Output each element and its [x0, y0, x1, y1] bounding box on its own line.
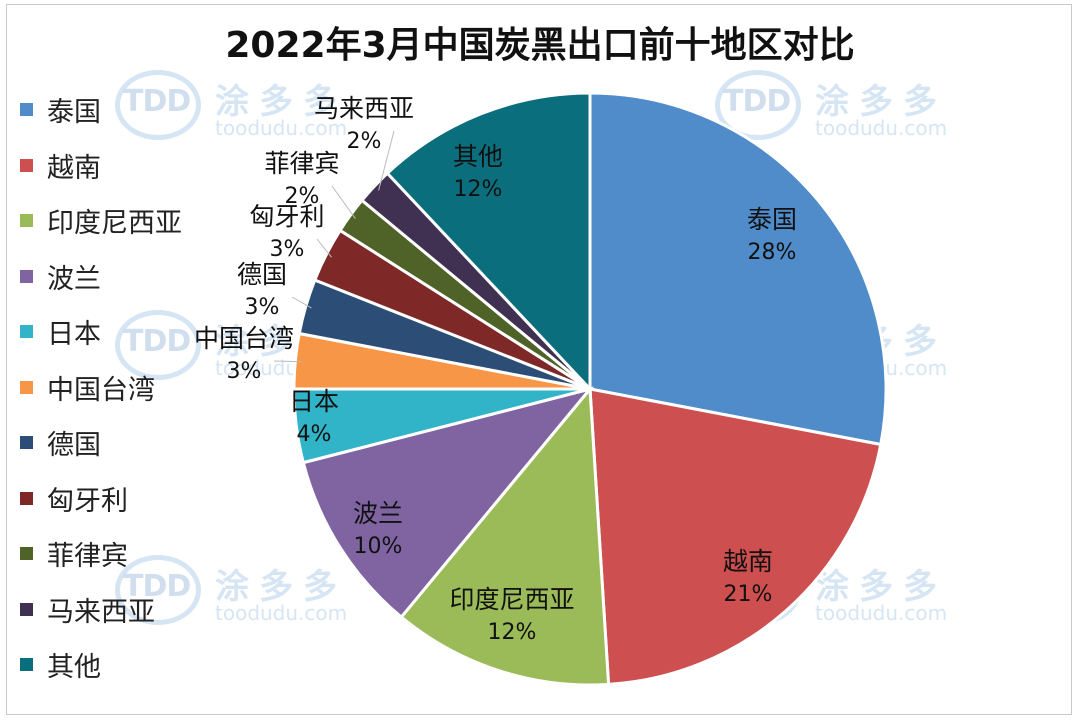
- legend-item: 菲律宾: [20, 534, 128, 573]
- pie-slice: [588, 91, 888, 447]
- slice-label: 德国: [237, 260, 287, 289]
- slice-value-label: 12%: [454, 177, 503, 202]
- legend-swatch: [20, 380, 33, 394]
- slice-label: 其他: [453, 142, 503, 171]
- legend-swatch: [20, 491, 33, 505]
- legend-item: 德国: [20, 423, 101, 462]
- legend-swatch: [20, 602, 33, 616]
- legend-label: 其他: [47, 652, 101, 683]
- slice-label: 中国台湾: [194, 324, 294, 353]
- legend-swatch: [20, 269, 33, 283]
- leader-line: [291, 296, 312, 309]
- pie-slice: [301, 386, 595, 620]
- legend-swatch: [20, 158, 33, 172]
- legend-swatch: [20, 547, 33, 560]
- legend-label: 日本: [47, 319, 101, 350]
- pie-slice: [588, 387, 883, 687]
- legend-swatch: [20, 658, 33, 671]
- slice-label: 印度尼西亚: [449, 585, 574, 614]
- legend-label: 菲律宾: [47, 541, 128, 572]
- legend-item: 其他: [20, 645, 101, 684]
- slice-value-label: 2%: [347, 129, 382, 154]
- legend-swatch: [20, 436, 33, 449]
- pie-slice: [385, 91, 592, 393]
- legend-item: 匈牙利: [20, 479, 128, 518]
- legend-item: 印度尼西亚: [20, 201, 182, 240]
- legend-label: 波兰: [47, 263, 101, 295]
- legend-swatch: [20, 325, 33, 338]
- legend-item: 波兰: [20, 257, 101, 296]
- legend-label: 中国台湾: [47, 374, 155, 406]
- slice-value-label: 12%: [488, 620, 537, 645]
- slice-label: 马来西亚: [314, 94, 414, 123]
- legend-swatch: [20, 214, 33, 227]
- slice-value-label: 3%: [245, 295, 280, 320]
- legend-item: 泰国: [20, 90, 101, 129]
- legend-label: 马来西亚: [47, 596, 155, 628]
- slice-label: 匈牙利: [249, 202, 324, 231]
- slice-label: 菲律宾: [264, 149, 339, 178]
- leader-line: [273, 360, 302, 363]
- slice-value-label: 21%: [724, 582, 773, 607]
- legend-label: 德国: [47, 430, 101, 461]
- slice-value-label: 10%: [354, 534, 403, 559]
- slice-label: 泰国: [747, 205, 797, 234]
- leader-line: [378, 130, 395, 191]
- pie-slice: [399, 385, 611, 687]
- legend-item: 日本: [20, 312, 101, 351]
- slice-value-label: 3%: [227, 359, 262, 384]
- slice-value-label: 4%: [297, 422, 332, 447]
- slice-label: 日本: [289, 387, 339, 416]
- legend-item: 马来西亚: [20, 590, 155, 629]
- slice-value-label: 3%: [270, 237, 305, 262]
- legend-item: 越南: [20, 146, 101, 185]
- slice-value-label: 28%: [748, 240, 797, 265]
- slice-label: 越南: [723, 547, 773, 576]
- leader-line: [316, 238, 332, 258]
- legend-label: 印度尼西亚: [47, 208, 182, 239]
- slice-value-label: 2%: [285, 184, 320, 209]
- leader-line: [331, 185, 356, 219]
- chart-title: 2022年3月中国炭黑出口前十地区对比: [225, 25, 855, 66]
- legend-label: 越南: [47, 152, 101, 184]
- slice-label: 波兰: [353, 499, 403, 528]
- legend-label: 泰国: [47, 97, 101, 128]
- legend-item: 中国台湾: [20, 368, 155, 407]
- legend-label: 匈牙利: [47, 485, 128, 517]
- legend-swatch: [20, 103, 33, 116]
